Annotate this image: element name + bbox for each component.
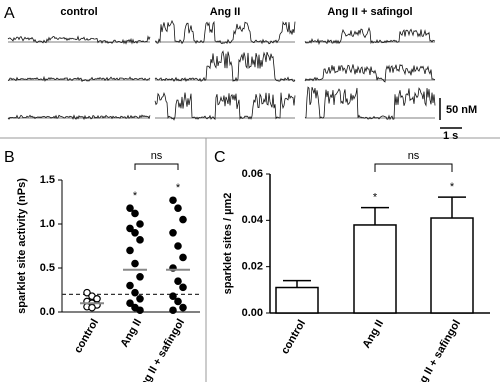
y-tick-label: 0.00 — [242, 307, 263, 319]
data-point — [179, 215, 187, 224]
data-point — [126, 281, 134, 290]
data-point — [169, 229, 177, 237]
trace — [7, 75, 151, 83]
bar — [353, 224, 397, 314]
trace — [304, 26, 436, 46]
data-point — [174, 297, 182, 306]
bar — [430, 217, 474, 314]
trace — [7, 114, 151, 121]
y-axis-label: sparklet sites / µm2 — [222, 193, 234, 295]
significance-star: * — [176, 182, 181, 194]
data-point — [179, 303, 187, 312]
trace — [304, 86, 436, 121]
significance-star: * — [133, 190, 138, 202]
y-tick-label: 0.02 — [242, 261, 263, 273]
trace — [7, 35, 151, 45]
trace — [154, 50, 296, 83]
panel-label: A — [4, 5, 15, 22]
data-point — [174, 277, 182, 286]
data-point — [126, 246, 134, 255]
data-point — [131, 209, 139, 218]
scale-label: 1 s — [443, 130, 458, 142]
data-point — [126, 299, 134, 308]
data-point — [136, 306, 144, 315]
data-point — [169, 306, 177, 315]
x-tick-label: Ang II + safingol — [134, 317, 187, 382]
x-tick-label: control — [72, 317, 101, 355]
data-point — [131, 288, 139, 297]
significance-star: * — [450, 181, 455, 193]
x-tick-label: Ang II — [360, 318, 386, 350]
data-point — [174, 204, 182, 212]
y-axis-label: sparklet site activity (nPs) — [16, 178, 28, 314]
panel-label: C — [214, 149, 226, 166]
data-point — [126, 224, 134, 233]
data-point — [136, 236, 144, 244]
condition-label: Ang II + safingol — [327, 6, 412, 18]
data-point — [136, 294, 144, 303]
data-point — [126, 204, 134, 212]
x-tick-label: Ang II + safingol — [410, 318, 463, 382]
panel-label: B — [4, 149, 15, 166]
scale-label: 50 nM — [446, 104, 477, 116]
data-point — [136, 272, 144, 281]
data-point — [136, 220, 144, 228]
data-point — [179, 253, 187, 262]
condition-label: Ang II — [210, 6, 241, 18]
significance-star: * — [373, 191, 378, 203]
data-point — [83, 288, 91, 297]
data-point — [169, 196, 177, 205]
comparison-bracket — [134, 163, 179, 170]
y-tick-label: 1.0 — [40, 218, 55, 230]
y-tick-label: 0.5 — [40, 262, 55, 274]
comparison-bracket — [374, 163, 453, 172]
y-tick-label: 0.04 — [242, 214, 264, 226]
trace — [304, 64, 436, 83]
data-point — [131, 229, 139, 237]
data-point — [179, 283, 187, 292]
x-tick-label: Ang II — [118, 317, 144, 349]
bar — [275, 286, 319, 314]
data-point — [174, 242, 182, 250]
y-tick-label: 1.5 — [40, 174, 55, 186]
trace — [155, 19, 296, 45]
data-point — [88, 303, 96, 312]
y-tick-label: 0.0 — [40, 306, 55, 318]
y-tick-label: 0.06 — [242, 168, 263, 180]
data-point — [169, 292, 177, 300]
data-point — [131, 259, 139, 268]
condition-label: control — [60, 6, 97, 18]
trace — [154, 91, 296, 121]
comparison-label: ns — [151, 150, 163, 162]
comparison-label: ns — [408, 150, 420, 162]
x-tick-label: control — [279, 318, 308, 356]
